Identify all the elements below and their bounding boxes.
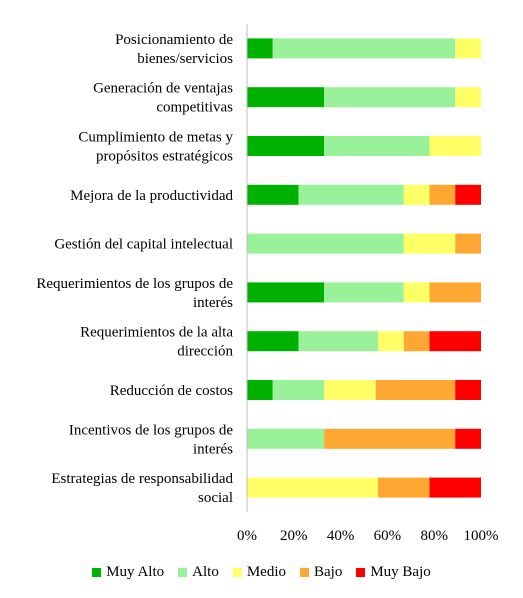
bar-segment xyxy=(247,477,379,498)
bar-segment xyxy=(429,331,481,352)
bar-segment xyxy=(429,282,481,303)
bar-segment xyxy=(247,331,299,352)
bar-segment xyxy=(324,136,430,156)
bar-segment xyxy=(429,477,481,498)
bar-segment xyxy=(429,136,481,156)
bar-segment xyxy=(429,184,456,205)
bar-segment xyxy=(455,428,481,449)
bar-segment xyxy=(403,282,430,303)
category-label: Incentivos de los grupos de xyxy=(69,422,233,438)
x-tick-label: 100% xyxy=(464,528,499,544)
bar-segment xyxy=(247,428,325,449)
bar-segment xyxy=(455,233,481,254)
legend-label: Bajo xyxy=(314,563,343,580)
category-label: Gestión del capital intelectual xyxy=(54,237,233,253)
legend-swatch xyxy=(356,567,366,577)
x-tick-label: 40% xyxy=(327,528,355,544)
bar-segment xyxy=(324,282,404,303)
legend-swatch xyxy=(178,567,188,577)
bar-segment xyxy=(403,331,430,352)
bar-segment xyxy=(247,282,325,303)
category-label: Generación de ventajas xyxy=(93,81,233,97)
category-label: social xyxy=(198,490,233,506)
legend-label: Muy Bajo xyxy=(370,563,431,580)
category-label: Requerimientos de los grupos de xyxy=(36,276,233,292)
legend-item: Muy Alto xyxy=(92,564,164,581)
bar-segment xyxy=(324,87,456,108)
category-label: competitivas xyxy=(156,100,233,116)
chart-legend: Muy Alto Alto Medio Bajo Muy Bajo xyxy=(0,560,523,584)
legend-item: Medio xyxy=(232,563,286,581)
bar-segment xyxy=(455,184,481,205)
category-label: dirección xyxy=(177,344,233,360)
bar-segment xyxy=(272,380,325,400)
category-label: bienes/servicios xyxy=(137,51,233,67)
bar-segment xyxy=(272,38,456,59)
bar-segment xyxy=(298,331,379,352)
legend-swatch xyxy=(92,567,102,577)
x-tick-label: 60% xyxy=(374,528,402,544)
stacked-bar-chart: Posicionamiento de bienes/servicios Genera… xyxy=(36,24,499,544)
bar-segment xyxy=(403,184,430,205)
bar-segment xyxy=(247,380,273,400)
legend-swatch xyxy=(300,567,309,577)
category-label: Requerimientos de la alta xyxy=(80,325,233,341)
bar-segment xyxy=(247,184,299,205)
category-label: propósitos estratégicos xyxy=(96,149,233,165)
category-label: interés xyxy=(193,441,233,457)
bar-segment xyxy=(375,380,456,400)
legend-label: Alto xyxy=(192,563,219,580)
legend-swatch xyxy=(232,567,242,577)
category-label: Estrategias de responsabilidad xyxy=(51,471,233,487)
category-label: interés xyxy=(193,295,233,311)
legend-label: Muy Alto xyxy=(106,563,165,580)
legend-label: Medio xyxy=(246,563,286,580)
legend-item: Muy Bajo xyxy=(356,563,431,581)
bar-segment xyxy=(378,331,404,352)
bar-segment xyxy=(455,380,481,400)
bar-segment xyxy=(324,428,456,449)
bar-segment xyxy=(247,87,325,108)
legend-item: Alto xyxy=(178,564,219,581)
bar-segment xyxy=(324,380,376,400)
bar-segment xyxy=(403,233,456,254)
category-label: Reducción de costos xyxy=(110,383,233,399)
bar-segment xyxy=(455,38,481,59)
bar-segment xyxy=(298,184,404,205)
bar-segment xyxy=(247,233,404,254)
bar-segment xyxy=(455,87,481,108)
x-tick-label: 80% xyxy=(420,528,448,544)
category-label: Posicionamiento de xyxy=(115,32,233,48)
x-tick-label: 0% xyxy=(237,528,257,544)
category-label: Mejora de la productividad xyxy=(70,188,233,204)
legend-item: Bajo xyxy=(300,564,342,581)
bar-segment xyxy=(247,136,325,156)
bar-segment xyxy=(378,477,430,498)
bar-segment xyxy=(247,38,273,59)
category-label: Cumplimiento de metas y xyxy=(78,130,233,146)
x-tick-label: 20% xyxy=(280,528,308,544)
